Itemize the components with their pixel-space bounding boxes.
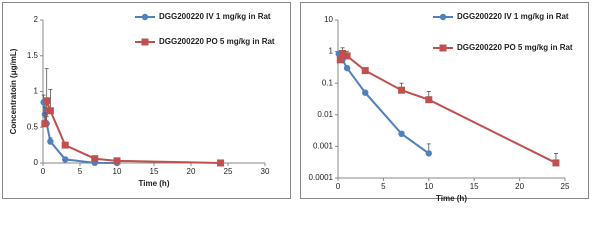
point bbox=[43, 97, 51, 105]
y-tick-label: 1 bbox=[34, 87, 39, 96]
x-tick-label: 20 bbox=[515, 182, 524, 191]
point bbox=[362, 89, 369, 96]
legend-label: DGG200220 PO 5 mg/kg in Rat bbox=[159, 37, 275, 46]
x-tick-label: 15 bbox=[150, 167, 159, 176]
y-tick-label: 0.0001 bbox=[309, 173, 334, 182]
x-tick-label: 10 bbox=[113, 167, 122, 176]
y-tick-label: 0.5 bbox=[27, 122, 39, 131]
y-tick-label: 0.1 bbox=[322, 78, 334, 87]
x-tick-label: 0 bbox=[41, 167, 46, 176]
point bbox=[425, 96, 433, 104]
point bbox=[343, 64, 351, 72]
y-tick-label: 2 bbox=[34, 15, 39, 24]
point bbox=[91, 155, 99, 163]
y-axis-label: Concentratoin (μg/mL) bbox=[9, 48, 18, 134]
x-tick-label: 15 bbox=[470, 182, 479, 191]
legend-label: DGG200220 IV 1 mg/kg in Rat bbox=[159, 12, 271, 21]
point bbox=[47, 138, 54, 145]
x-tick-label: 25 bbox=[224, 167, 233, 176]
point bbox=[46, 107, 54, 115]
point bbox=[552, 159, 560, 167]
x-axis-label: Time (h) bbox=[436, 194, 467, 203]
x-tick-label: 25 bbox=[561, 182, 570, 191]
y-tick-label: 0.001 bbox=[313, 142, 334, 151]
x-tick-label: 5 bbox=[78, 167, 83, 176]
point bbox=[339, 50, 347, 58]
point bbox=[361, 67, 369, 75]
legend-marker bbox=[141, 38, 149, 46]
point bbox=[336, 56, 344, 64]
point bbox=[41, 120, 49, 128]
y-tick-label: 1 bbox=[329, 47, 334, 56]
point bbox=[61, 141, 69, 149]
x-tick-label: 0 bbox=[336, 182, 341, 191]
legend-label: DGG200220 PO 5 mg/kg in Rat bbox=[457, 43, 573, 52]
x-tick-label: 10 bbox=[424, 182, 433, 191]
y-tick-label: 1.5 bbox=[27, 51, 39, 60]
point bbox=[217, 159, 225, 167]
point bbox=[398, 86, 406, 94]
legend-marker bbox=[439, 44, 447, 52]
legend-label: DGG200220 IV 1 mg/kg in Rat bbox=[457, 12, 569, 21]
point bbox=[113, 157, 121, 165]
y-tick-label: 10 bbox=[324, 15, 333, 24]
point bbox=[343, 52, 351, 60]
x-tick-label: 20 bbox=[187, 167, 196, 176]
panel-frame bbox=[300, 2, 589, 199]
x-tick-label: 30 bbox=[261, 167, 270, 176]
x-tick-label: 5 bbox=[381, 182, 386, 191]
point bbox=[425, 150, 432, 157]
legend-marker bbox=[439, 13, 447, 21]
y-tick-label: 0.01 bbox=[317, 110, 333, 119]
point bbox=[398, 130, 405, 138]
legend-marker bbox=[141, 13, 149, 21]
x-axis-label: Time (h) bbox=[139, 179, 170, 188]
y-tick-label: 0 bbox=[34, 158, 39, 167]
point bbox=[61, 156, 69, 163]
